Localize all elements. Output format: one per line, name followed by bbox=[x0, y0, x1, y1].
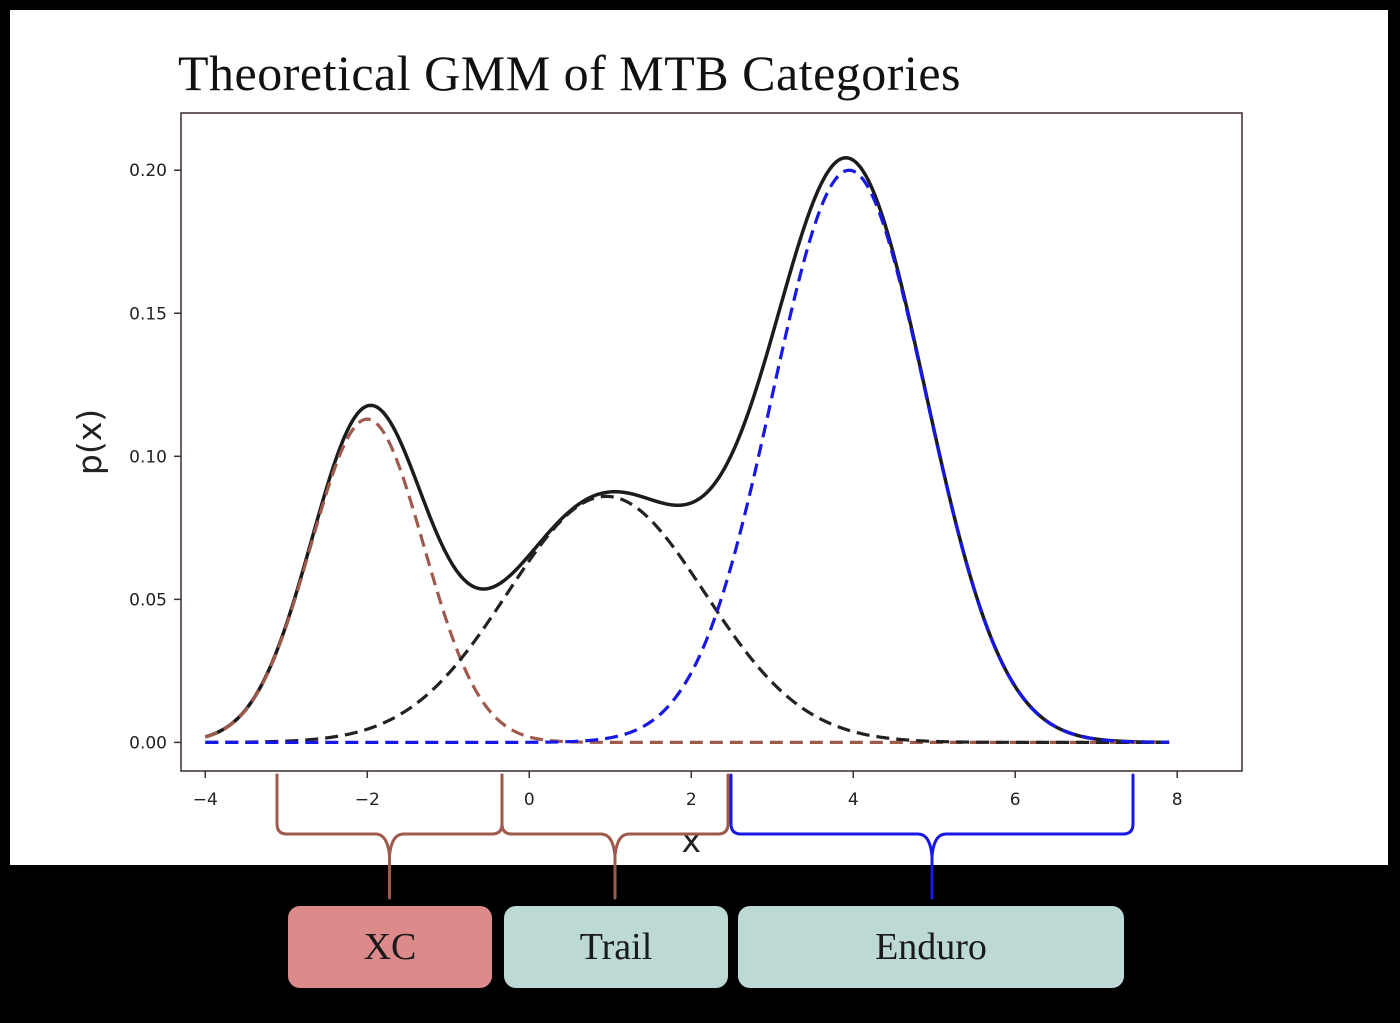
category-trail: Trail bbox=[504, 906, 728, 988]
xc-component-curve bbox=[204, 417, 1170, 744]
y-tick-label: 0.15 bbox=[129, 304, 167, 324]
x-tick-label: 4 bbox=[848, 790, 859, 810]
brace-xc bbox=[275, 773, 504, 900]
enduro-component-curve bbox=[205, 168, 1170, 744]
x-tick-label: 8 bbox=[1172, 790, 1183, 810]
trail-component-curve bbox=[205, 494, 1170, 744]
y-tick-label: 0.00 bbox=[129, 733, 167, 753]
category-trail-label: Trail bbox=[579, 926, 653, 968]
brace-trail bbox=[500, 773, 730, 900]
x-axis: −4 −2 0 2 4 6 8 bbox=[193, 771, 1183, 810]
category-xc: XC bbox=[288, 906, 492, 988]
y-axis: 0.00 0.05 0.10 0.15 0.20 bbox=[129, 161, 181, 753]
x-tick-label: 2 bbox=[686, 790, 697, 810]
category-xc-label: XC bbox=[363, 926, 417, 968]
category-enduro: Enduro bbox=[738, 906, 1124, 988]
brace-enduro bbox=[729, 773, 1135, 900]
chart-title: Theoretical GMM of MTB Categories bbox=[178, 45, 961, 101]
x-tick-label: −2 bbox=[355, 790, 380, 810]
y-tick-label: 0.05 bbox=[129, 590, 167, 610]
y-tick-label: 0.20 bbox=[129, 161, 167, 181]
x-tick-label: 6 bbox=[1010, 790, 1021, 810]
curves bbox=[204, 156, 1170, 745]
x-tick-label: −4 bbox=[193, 790, 218, 810]
x-tick-label: 0 bbox=[524, 790, 535, 810]
plot-frame bbox=[180, 112, 1243, 772]
category-enduro-label: Enduro bbox=[875, 926, 987, 968]
chart-card bbox=[10, 10, 1388, 865]
y-axis-label: p(x) bbox=[70, 409, 109, 475]
mixture-curve bbox=[204, 156, 1170, 745]
x-axis-label: x bbox=[681, 821, 701, 860]
category-braces bbox=[275, 773, 1135, 900]
y-tick-label: 0.10 bbox=[129, 447, 167, 467]
